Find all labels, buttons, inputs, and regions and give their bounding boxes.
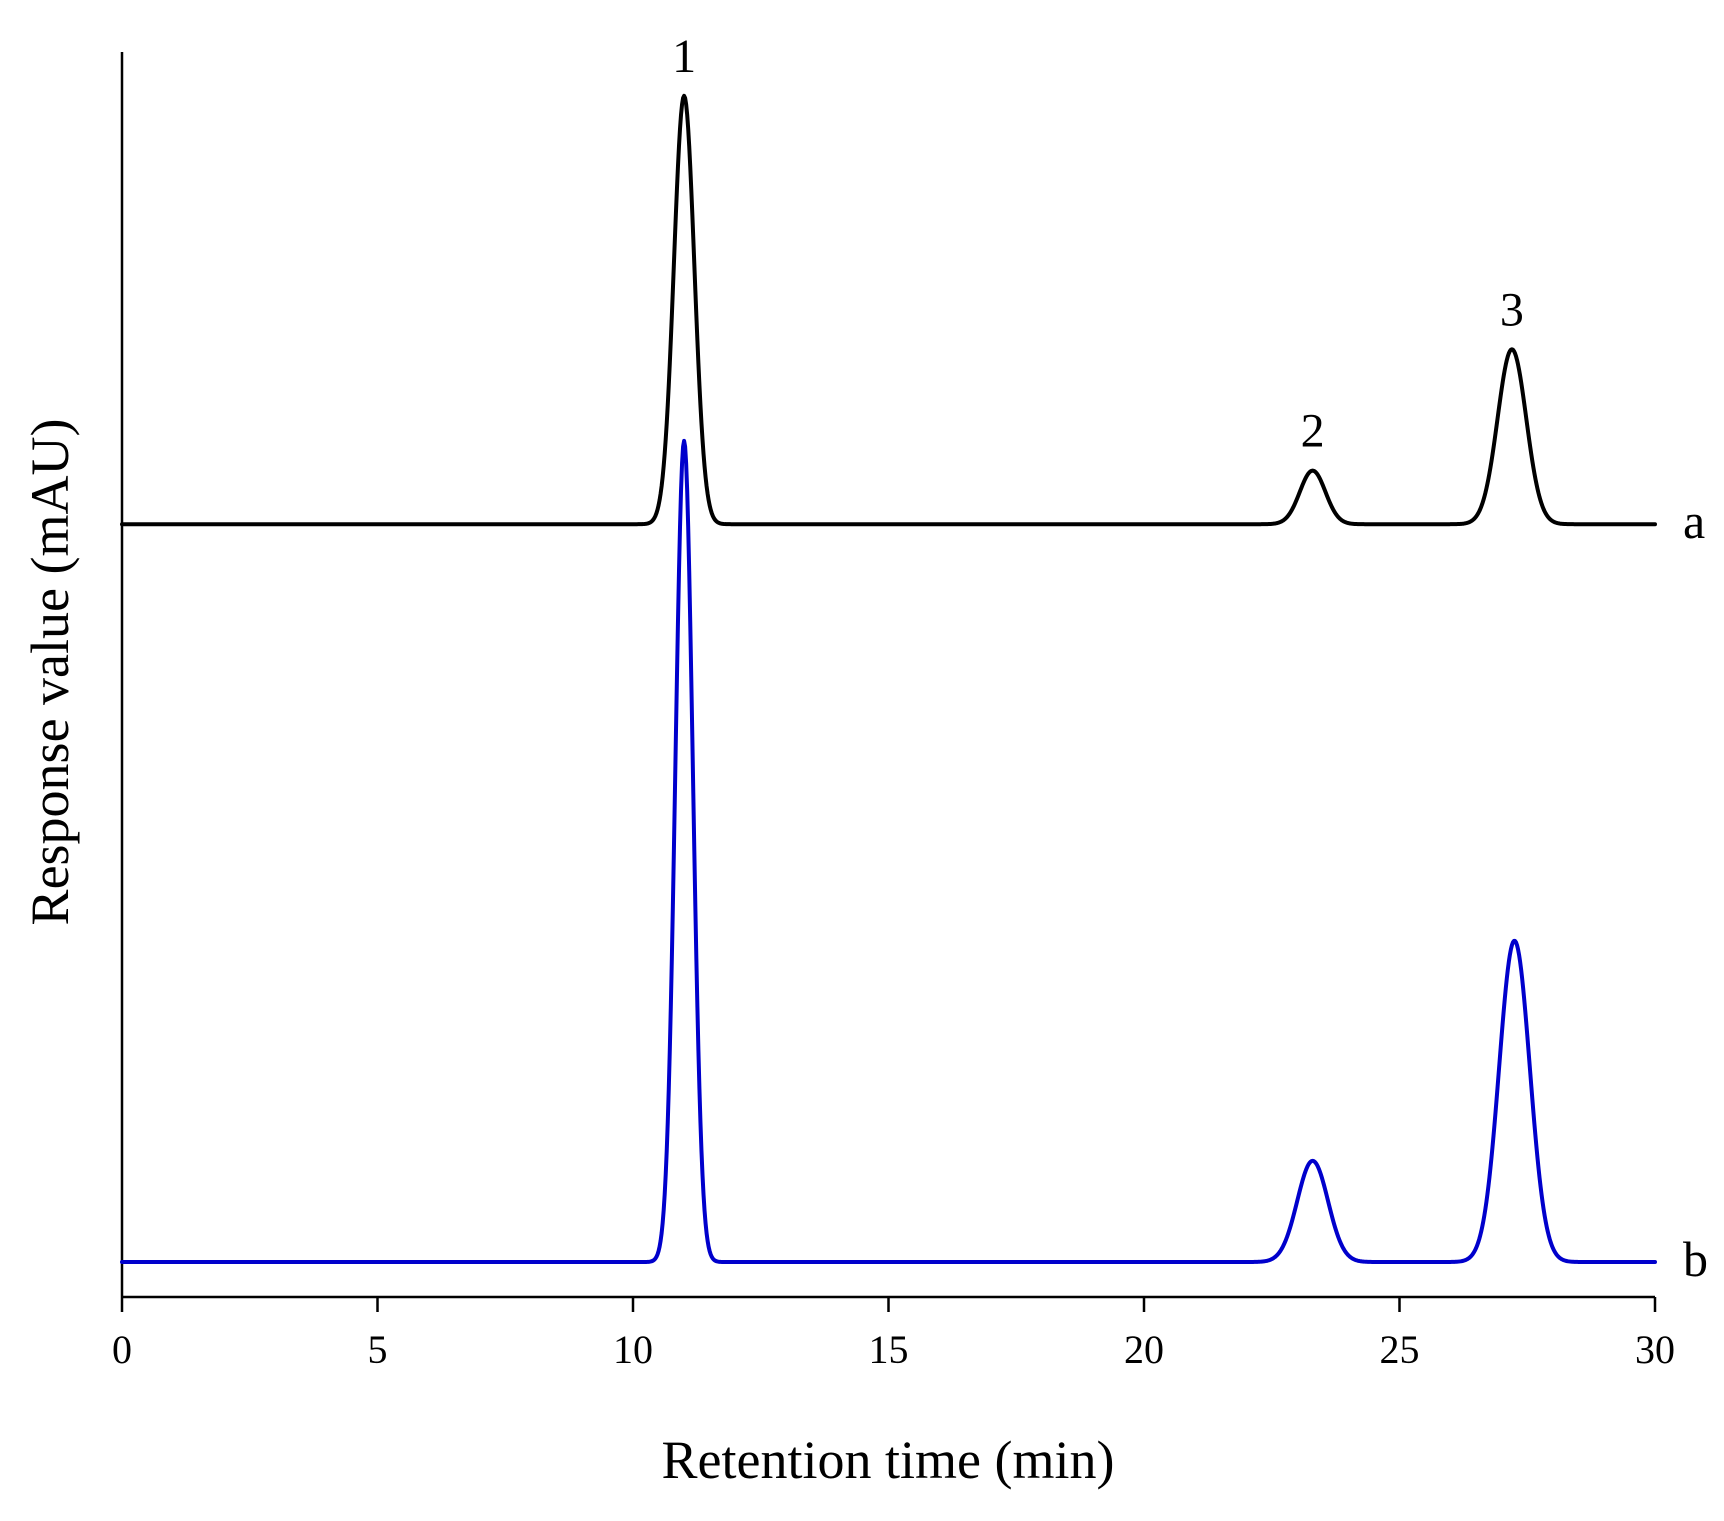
x-tick-label-0: 0 <box>112 1327 132 1372</box>
x-tick-label-30: 30 <box>1635 1327 1675 1372</box>
x-tick-label-25: 25 <box>1380 1327 1420 1372</box>
peak-label-2: 2 <box>1301 405 1325 458</box>
x-tick-label-10: 10 <box>613 1327 653 1372</box>
trace-b <box>120 438 1657 1264</box>
trace-labels: ab <box>1683 493 1708 1287</box>
x-tick-label-20: 20 <box>1124 1327 1164 1372</box>
trace-label-b: b <box>1683 1231 1708 1287</box>
trace-label-a: a <box>1683 493 1705 549</box>
peak-label-3: 3 <box>1500 283 1524 336</box>
x-tick-label-15: 15 <box>869 1327 909 1372</box>
traces <box>120 93 1657 1264</box>
x-axis-title: Retention time (min) <box>662 1430 1115 1490</box>
peak-label-1: 1 <box>672 30 696 83</box>
x-ticks: 0 5 10 15 20 25 30 <box>112 1297 1675 1372</box>
peak-labels: 1 2 3 <box>672 30 1524 458</box>
x-tick-label-5: 5 <box>368 1327 388 1372</box>
trace-a <box>120 93 1657 527</box>
y-axis-title: Response value (mAU) <box>20 419 80 926</box>
axes <box>120 52 1655 1299</box>
